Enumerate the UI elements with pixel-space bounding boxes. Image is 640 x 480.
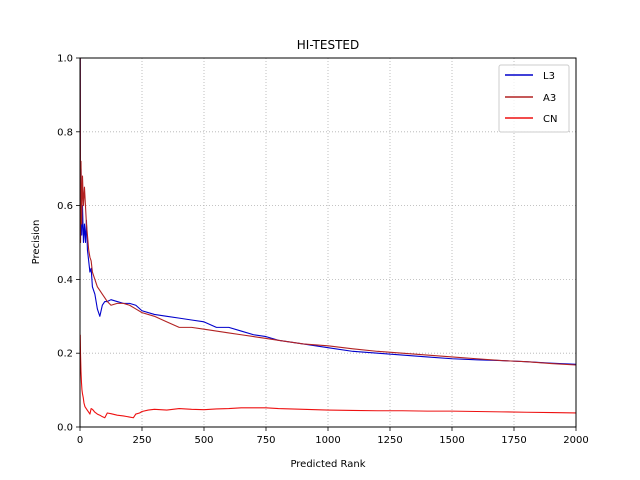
chart-title: HI-TESTED <box>297 38 359 52</box>
x-tick-label: 1500 <box>439 435 464 446</box>
ticks: 0 250 500 750 1000 1250 1500 1750 2000 0.0 0.2 0.4 0… <box>57 54 589 447</box>
y-tick-label: 0.8 <box>57 127 73 138</box>
x-tick-label: 750 <box>256 435 275 446</box>
y-tick-label: 0.0 <box>57 423 73 434</box>
x-tick-label: 1750 <box>501 435 526 446</box>
x-tick-label: 2000 <box>563 435 588 446</box>
legend-box <box>498 64 570 133</box>
legend: L3 A3 CN <box>498 64 570 133</box>
y-tick-label: 0.4 <box>57 275 73 286</box>
series-line-a3 <box>79 57 577 366</box>
y-tick-label: 1.0 <box>57 54 73 65</box>
x-tick-label: 1000 <box>315 435 340 446</box>
y-tick-label: 0.6 <box>57 201 73 212</box>
x-tick-label: 250 <box>132 435 151 446</box>
legend-label-a3: A3 <box>543 93 556 104</box>
x-tick-label: 0 <box>77 435 83 446</box>
series-line-cn <box>79 334 577 419</box>
x-tick-label: 500 <box>194 435 213 446</box>
y-axis-title: Precision <box>31 220 42 265</box>
series-group <box>79 57 577 419</box>
x-tick-label: 1250 <box>377 435 402 446</box>
legend-label-cn: CN <box>543 114 557 125</box>
legend-label-l3: L3 <box>543 71 555 82</box>
y-tick-label: 0.2 <box>57 349 73 360</box>
x-axis-title: Predicted Rank <box>290 459 365 470</box>
